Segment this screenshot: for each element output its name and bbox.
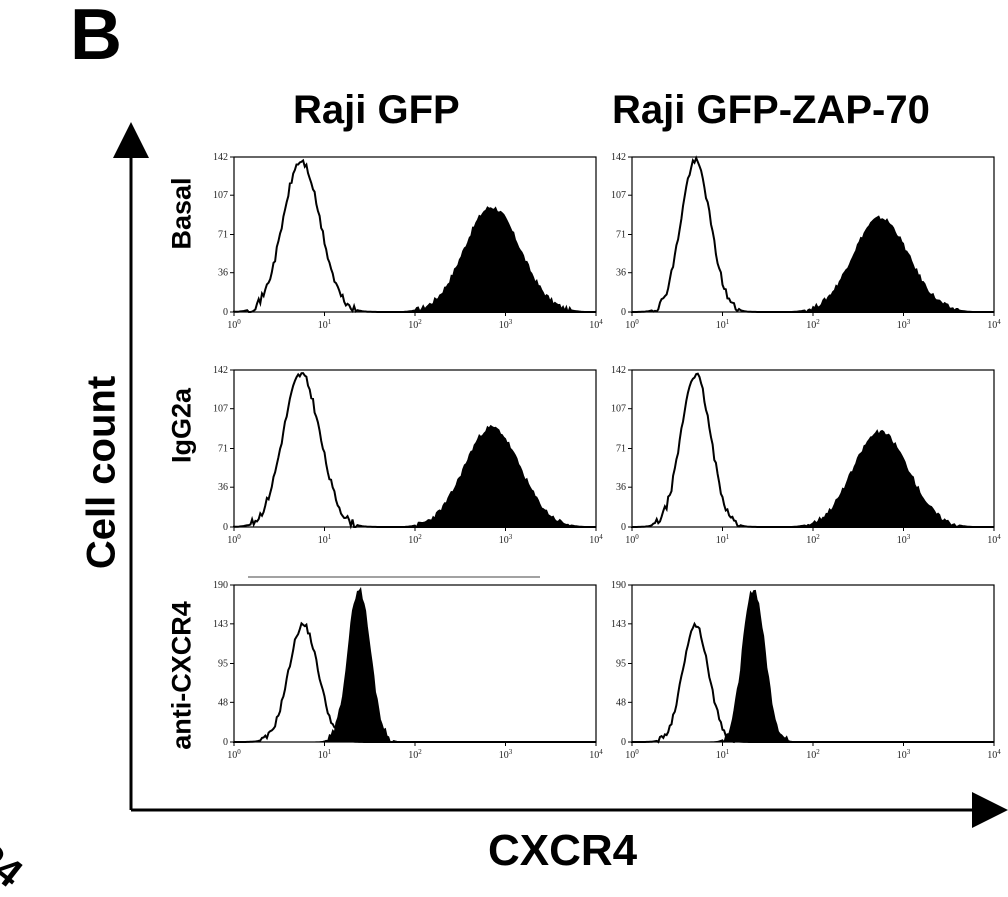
x-tick-label: 102 <box>408 318 422 331</box>
y-tick-label: 107 <box>611 190 626 201</box>
y-tick-label: 0 <box>223 737 228 748</box>
panel-basal-raji-gfp-zap-70: 0 36 71 107 142 100 101 102 103 104 <box>611 152 1001 331</box>
x-tick-label: 104 <box>589 318 603 331</box>
x-tick-label: 100 <box>625 748 639 761</box>
panel-letter: B <box>70 0 122 75</box>
x-tick-label: 102 <box>408 748 422 761</box>
y-tick-label: 36 <box>616 268 626 279</box>
y-tick-label: 107 <box>213 404 228 415</box>
y-tick-label: 95 <box>616 659 626 670</box>
panel-frame <box>233 584 597 743</box>
x-tick-label: 103 <box>499 748 513 761</box>
y-tick-label: 48 <box>616 697 626 708</box>
y-tick-label: 0 <box>621 307 626 318</box>
x-axis-label: CXCR4 <box>488 826 638 875</box>
unfilled-histogram <box>233 372 596 530</box>
filled-histogram <box>632 589 994 743</box>
panel-frame <box>233 369 597 528</box>
x-tick-label: 101 <box>716 533 730 546</box>
x-tick-label: 104 <box>589 533 603 546</box>
unfilled-histogram <box>631 155 994 313</box>
y-tick-label: 71 <box>616 444 626 455</box>
x-tick-label: 104 <box>987 748 1001 761</box>
filled-histogram <box>234 206 597 314</box>
panel-igg2a-raji-gfp: 0 36 71 107 142 100 101 102 103 104 <box>213 365 603 546</box>
y-tick-label: 36 <box>616 482 626 493</box>
y-tick-label: 143 <box>611 619 626 630</box>
panel-igg2a-raji-gfp-zap-70: 0 36 71 107 142 100 101 102 103 104 <box>611 365 1001 546</box>
x-tick-label: 104 <box>589 748 603 761</box>
y-tick-label: 71 <box>218 230 228 241</box>
y-tick-label: 71 <box>218 444 228 455</box>
y-tick-label: 190 <box>611 580 626 591</box>
y-tick-label: 142 <box>611 152 626 163</box>
y-tick-label: 142 <box>213 152 228 163</box>
x-tick-label: 101 <box>716 318 730 331</box>
y-tick-label: 143 <box>213 619 228 630</box>
y-tick-label: 36 <box>218 482 228 493</box>
unfilled-histogram <box>632 621 994 744</box>
y-tick-label: 107 <box>213 190 228 201</box>
y-tick-label: 190 <box>213 580 228 591</box>
y-tick-label: 36 <box>218 268 228 279</box>
x-tick-label: 101 <box>318 748 332 761</box>
y-tick-label: 0 <box>621 737 626 748</box>
x-tick-label: 102 <box>806 748 820 761</box>
x-tick-label: 104 <box>987 533 1001 546</box>
panel-frame <box>631 584 995 743</box>
unfilled-histogram <box>631 372 994 528</box>
y-tick-label: 107 <box>611 404 626 415</box>
y-tick-label: 0 <box>223 522 228 533</box>
filled-histogram <box>234 586 596 743</box>
x-tick-label: 103 <box>897 318 911 331</box>
x-tick-label: 103 <box>499 318 513 331</box>
y-tick-label: 48 <box>218 697 228 708</box>
y-tick-label: 0 <box>621 522 626 533</box>
panel-anti-cxcr4-raji-gfp-zap-70: 0 48 95 143 190 100 101 102 103 104 <box>611 580 1001 761</box>
x-tick-label: 100 <box>227 318 241 331</box>
x-tick-label: 102 <box>806 318 820 331</box>
filled-histogram <box>632 215 994 313</box>
x-tick-label: 102 <box>408 533 422 546</box>
x-tick-label: 100 <box>625 533 639 546</box>
x-tick-label: 101 <box>318 533 332 546</box>
x-tick-label: 102 <box>806 533 820 546</box>
x-tick-label: 104 <box>987 318 1001 331</box>
unfilled-histogram <box>233 158 596 314</box>
x-tick-label: 100 <box>227 748 241 761</box>
panel-anti-cxcr4-raji-gfp: 0 48 95 143 190 100 101 102 103 104 <box>213 580 603 761</box>
x-tick-label: 103 <box>499 533 513 546</box>
y-tick-label: 0 <box>223 307 228 318</box>
unfilled-histogram <box>233 621 596 743</box>
panel-basal-raji-gfp: 0 36 71 107 142 100 101 102 103 104 <box>213 152 603 331</box>
column-title-raji-gfp: Raji GFP <box>293 88 460 132</box>
x-tick-label: 103 <box>897 748 911 761</box>
x-tick-label: 101 <box>318 318 332 331</box>
column-title-raji-gfp-zap70: Raji GFP-ZAP-70 <box>612 88 930 132</box>
panel-frame <box>631 369 995 528</box>
y-tick-label: 142 <box>213 365 228 376</box>
histogram-panels: 0 36 71 107 142 100 101 102 103 104 0 36 71 107 142 100… <box>213 152 1001 761</box>
x-tick-label: 101 <box>716 748 730 761</box>
filled-histogram <box>234 424 597 528</box>
y-tick-label: 95 <box>218 659 228 670</box>
filled-histogram <box>632 429 994 528</box>
y-tick-label: 142 <box>611 365 626 376</box>
panel-frame <box>631 156 995 313</box>
x-tick-label: 100 <box>625 318 639 331</box>
x-tick-label: 103 <box>897 533 911 546</box>
x-tick-label: 100 <box>227 533 241 546</box>
y-tick-label: 71 <box>616 230 626 241</box>
